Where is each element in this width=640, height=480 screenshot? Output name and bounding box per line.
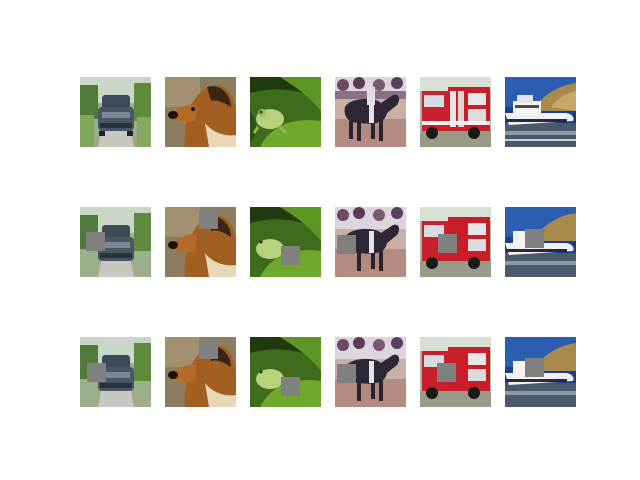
mask-patch xyxy=(199,340,218,359)
tile-frog-masked-a xyxy=(250,207,321,277)
car-image xyxy=(80,77,151,147)
tile-firetruck-masked-b xyxy=(420,337,491,407)
tile-car-masked-b xyxy=(80,337,151,407)
mask-patch xyxy=(337,364,356,383)
mask-patch xyxy=(86,232,105,251)
tile-horse-masked-b xyxy=(335,337,406,407)
tile-frog-masked-b xyxy=(250,337,321,407)
ship-image xyxy=(505,77,576,147)
dog-image xyxy=(165,77,236,147)
mask-patch xyxy=(525,229,544,248)
mask-patch xyxy=(199,210,218,229)
tile-dog-masked-a xyxy=(165,207,236,277)
tile-ship-original xyxy=(505,77,576,147)
tile-ship-masked-b xyxy=(505,337,576,407)
tile-frog-original xyxy=(250,77,321,147)
mask-patch xyxy=(437,363,456,382)
mask-patch xyxy=(281,246,300,265)
tile-horse-original xyxy=(335,77,406,147)
tile-horse-masked-a xyxy=(335,207,406,277)
tile-dog-masked-b xyxy=(165,337,236,407)
mask-patch xyxy=(525,358,544,377)
mask-patch xyxy=(281,377,300,396)
mask-patch xyxy=(438,234,457,253)
frog-image xyxy=(250,77,321,147)
mask-patch xyxy=(337,235,356,254)
fire-truck-image xyxy=(420,77,491,147)
tile-ship-masked-a xyxy=(505,207,576,277)
tile-dog-original xyxy=(165,77,236,147)
tile-firetruck-original xyxy=(420,77,491,147)
mask-patch xyxy=(87,363,106,382)
horse-image xyxy=(335,77,406,147)
tile-car-masked-a xyxy=(80,207,151,277)
tile-firetruck-masked-a xyxy=(420,207,491,277)
tile-car-original xyxy=(80,77,151,147)
